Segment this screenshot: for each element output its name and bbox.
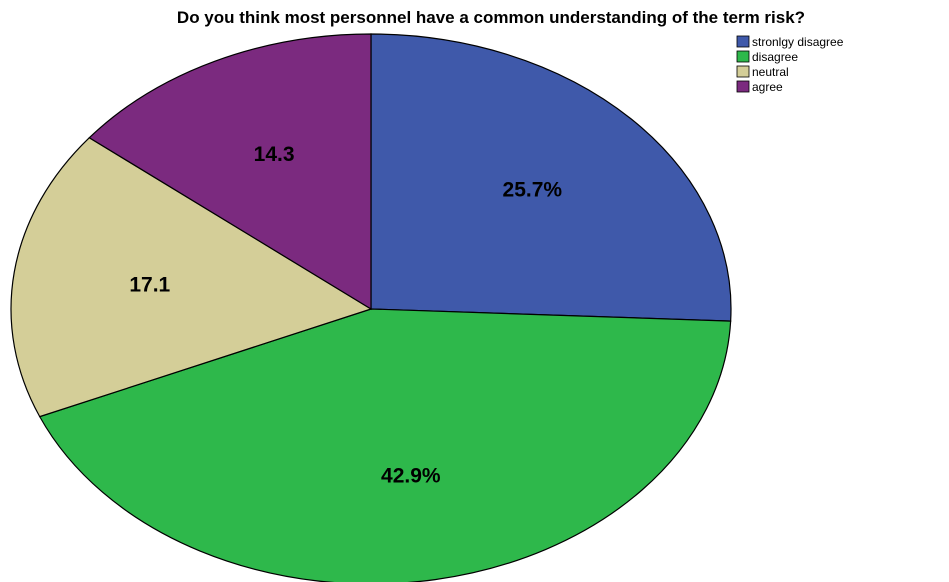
legend-swatch-stronlgy-disagree — [736, 35, 750, 48]
slice-label-agree: 14.3 — [254, 143, 295, 166]
legend-label-neutral: neutral — [752, 65, 789, 79]
legend-label-stronlgy-disagree: stronlgy disagree — [752, 35, 844, 49]
slice-label-disagree: 42.9% — [381, 464, 441, 487]
legend-label-agree: agree — [752, 80, 783, 94]
pie-slice-agree — [88, 33, 372, 311]
pie-slice-disagree — [38, 308, 732, 582]
pie-slices — [10, 33, 732, 582]
slice-labels: 25.7% 42.9% 17.1 14.3 — [129, 143, 562, 487]
legend-swatch-disagree — [736, 50, 750, 63]
legend-swatch-neutral — [736, 65, 750, 78]
pie-slice-stronlgy-disagree — [370, 33, 732, 322]
slice-label-neutral: 17.1 — [129, 274, 170, 297]
slice-label-stronlgy-disagree: 25.7% — [503, 179, 563, 202]
chart-title: Do you think most personnel have a commo… — [177, 8, 805, 27]
legend-label-disagree: disagree — [752, 50, 798, 64]
legend-swatch-agree — [736, 80, 750, 93]
pie-slice-neutral — [10, 136, 373, 418]
